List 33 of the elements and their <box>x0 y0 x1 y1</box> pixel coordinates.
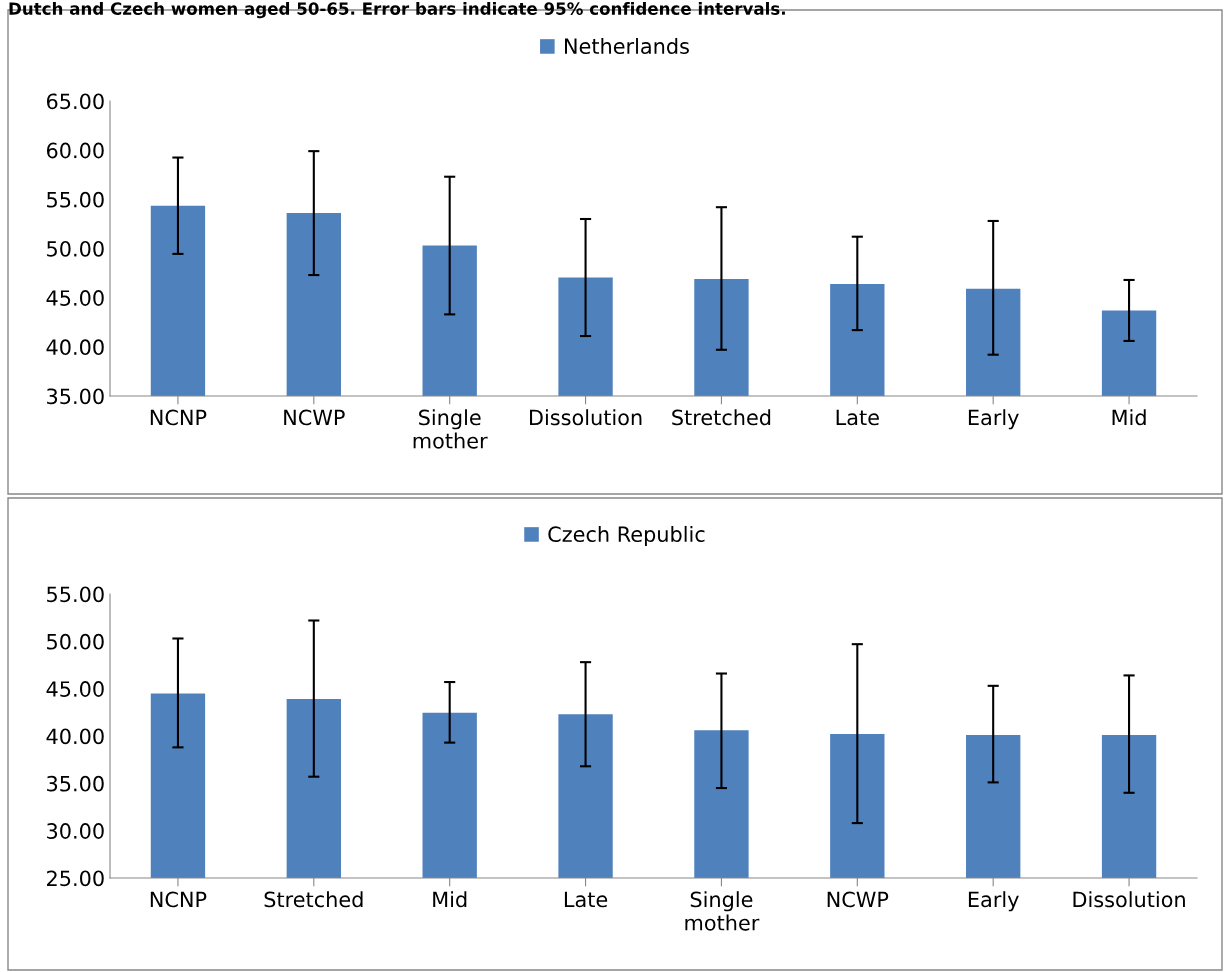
y-tick-label: 30.00 <box>47 823 104 839</box>
x-tick-label: NCNP <box>150 409 207 426</box>
y-tick-label: 35.00 <box>47 388 104 405</box>
y-tick-label: 65.00 <box>46 93 104 110</box>
text: Dutch and Czech women aged 50-65. Error bars indicate 95% confidence intervals. <box>9 2 785 19</box>
x-tick-label: Stretched <box>672 409 771 426</box>
x-tick-label: Late <box>836 409 879 426</box>
legend-label: Netherlands <box>565 37 689 55</box>
y-tick-label: 60.00 <box>46 142 104 159</box>
y-tick-label: 40.00 <box>46 728 104 745</box>
x-tick-label: Dissolution <box>1073 891 1185 908</box>
x-tick-label: Mid <box>1112 409 1146 426</box>
y-tick-label: 45.00 <box>46 681 104 697</box>
y-tick-label: 45.00 <box>46 290 104 306</box>
y-tick-label: 55.00 <box>47 191 104 208</box>
x-tick-label: Single mother <box>685 891 760 931</box>
x-tick-label: Early <box>968 409 1019 430</box>
x-tick-label: NCNP <box>150 891 207 908</box>
x-tick-label: NCWP <box>284 409 345 426</box>
x-tick-label: NCWP <box>827 891 889 908</box>
y-tick-label: 50.00 <box>47 633 104 650</box>
y-tick-label: 40.00 <box>46 339 104 356</box>
y-tick-label: 55.00 <box>47 586 104 603</box>
y-tick-label: 25.00 <box>47 870 104 887</box>
y-tick-label: 50.00 <box>47 240 104 257</box>
y-tick-label: 35.00 <box>47 775 104 792</box>
x-tick-label: Single mother <box>413 409 488 449</box>
x-tick-label: Stretched <box>264 891 363 908</box>
x-tick-label: Dissolution <box>530 409 642 426</box>
x-tick-label: Late <box>564 891 608 908</box>
x-tick-label: Mid <box>433 891 467 908</box>
legend-label: Czech Republic <box>548 525 705 547</box>
x-tick-label: Early <box>968 891 1019 912</box>
